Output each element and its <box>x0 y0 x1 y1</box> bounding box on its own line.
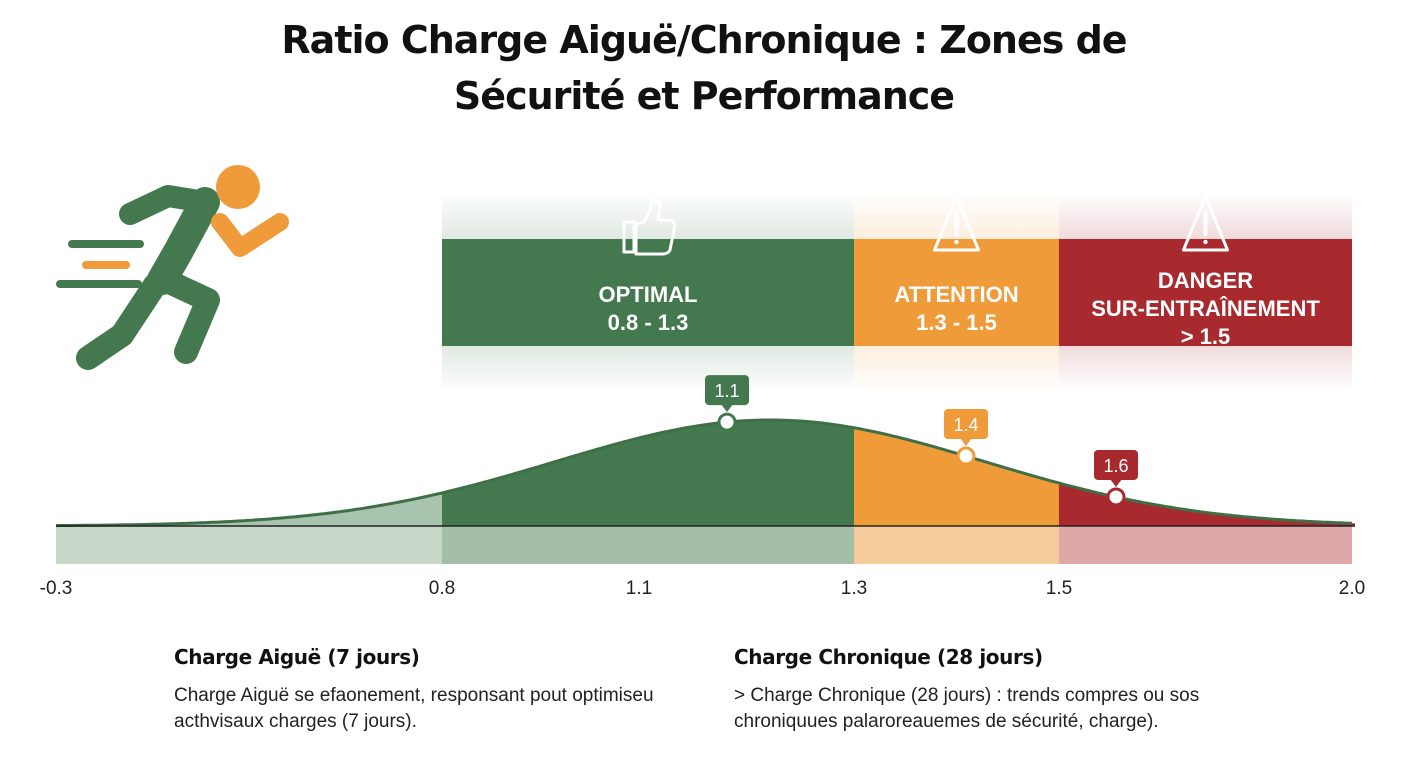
zone-bands <box>56 526 1352 564</box>
x-tick-label: 0.8 <box>429 578 455 599</box>
band-danger <box>1059 526 1352 564</box>
zone-banner-bar <box>854 239 1059 346</box>
acwr-zone-chart: OPTIMAL 0.8 - 1.3 ATTENTION 1.3 - 1.5 DANGER… <box>40 165 1366 599</box>
x-tick-label: 1.3 <box>841 578 867 599</box>
marker-badge <box>944 409 988 440</box>
warning-triangle-icon <box>1182 194 1229 252</box>
x-tick-label: 2.0 <box>1339 578 1365 599</box>
marker-point <box>956 446 976 466</box>
value-marker: 1.4 <box>944 409 988 466</box>
runner-front-leg <box>153 268 220 364</box>
page-title: Ratio Charge Aiguë/Chronique : Zones de … <box>0 12 1408 124</box>
runner-torso <box>147 187 220 295</box>
marker-label: 1.1 <box>714 381 739 401</box>
zone-label: DANGER <box>1158 268 1253 293</box>
x-axis-ticks: -0.3 0.8 1.1 1.3 1.5 2.0 <box>40 578 1366 599</box>
zone-range-label: 1.3 - 1.5 <box>916 310 997 335</box>
marker-pointer <box>1110 478 1122 487</box>
note-acute: Charge Aiguë (7 jours) Charge Aiguë se e… <box>174 645 694 735</box>
marker-pointer <box>960 438 972 447</box>
marker-badge <box>705 375 749 406</box>
zone-banner-bar <box>442 239 854 346</box>
zone-label: ATTENTION <box>894 282 1018 307</box>
note-acute-body: Charge Aiguë se efaonement, responsant p… <box>174 685 654 732</box>
band-below-optimal <box>56 526 442 564</box>
zone-range-label: 0.8 - 1.3 <box>608 310 689 335</box>
runner-head <box>216 165 260 209</box>
running-person-icon <box>56 165 289 370</box>
runner-back-leg <box>76 273 167 370</box>
marker-label: 1.4 <box>953 415 978 435</box>
title-line-2: Sécurité et Performance <box>453 74 955 118</box>
x-tick-label: 1.5 <box>1046 578 1072 599</box>
curve-layer <box>55 418 1355 528</box>
band-optimal <box>442 526 854 564</box>
value-marker: 1.6 <box>1094 449 1138 507</box>
zone-banner-bar <box>1059 239 1352 346</box>
zone-banner-danger: DANGER SUR-ENTRAÎNEMENT > 1.5 <box>1059 192 1352 392</box>
marker-badge <box>1094 449 1138 480</box>
note-chronic-heading: Charge Chronique (28 jours) <box>734 645 1043 669</box>
runner-front-arm <box>211 213 289 257</box>
warning-triangle-icon <box>933 194 980 252</box>
curve-area-below <box>56 492 442 526</box>
band-attention <box>854 526 1059 564</box>
zone-label: OPTIMAL <box>599 282 698 307</box>
x-tick-label: 1.1 <box>626 578 652 599</box>
curve-area-danger <box>1059 483 1355 526</box>
zone-banner-attention: ATTENTION 1.3 - 1.5 <box>854 192 1059 392</box>
marker-pointer <box>721 404 733 413</box>
value-markers: 1.1 1.4 1.6 <box>705 375 1138 507</box>
marker-point <box>717 412 737 432</box>
thumbs-up-icon <box>622 198 676 256</box>
title-line-1: Ratio Charge Aiguë/Chronique : Zones de <box>281 18 1127 62</box>
zone-label: SUR-ENTRAÎNEMENT <box>1091 296 1320 321</box>
value-marker: 1.1 <box>705 375 749 432</box>
curve-outline <box>55 418 1353 528</box>
curve-area-optimal <box>442 420 854 526</box>
marker-point <box>1106 487 1126 507</box>
zone-range-label: > 1.5 <box>1181 324 1231 349</box>
curve-area-attention <box>854 427 1059 526</box>
marker-label: 1.6 <box>1103 456 1128 476</box>
note-acute-heading: Charge Aiguë (7 jours) <box>174 645 420 669</box>
note-chronic: Charge Chronique (28 jours) > Charge Chr… <box>734 645 1294 735</box>
zone-banners: OPTIMAL 0.8 - 1.3 ATTENTION 1.3 - 1.5 DANGER… <box>442 192 1352 392</box>
x-tick-label: -0.3 <box>40 578 73 599</box>
zone-banner-optimal: OPTIMAL 0.8 - 1.3 <box>442 192 854 392</box>
note-chronic-body: > Charge Chronique (28 jours) : trends c… <box>734 685 1200 732</box>
